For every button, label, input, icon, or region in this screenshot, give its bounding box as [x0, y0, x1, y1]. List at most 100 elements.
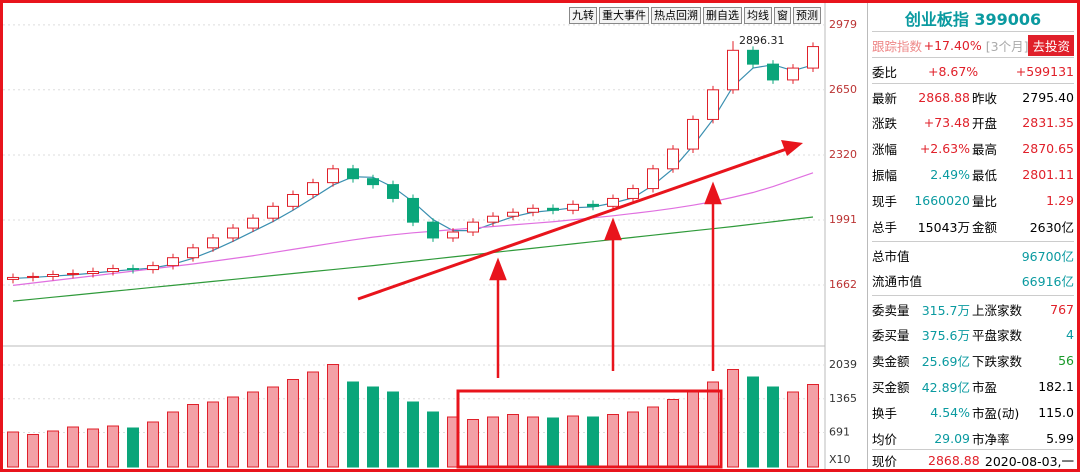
value: 29.09: [934, 430, 970, 446]
candle-body: [67, 272, 79, 275]
value: 1.29: [1046, 192, 1074, 208]
stats-row: 买金额 42.89亿 市盈 182.1: [872, 373, 1074, 399]
toolbar-button[interactable]: 删自选: [703, 7, 742, 24]
value: 182.1: [1038, 378, 1074, 394]
candle-body: [7, 276, 19, 280]
label: 开盘: [972, 115, 998, 131]
volume-bar: [427, 411, 439, 468]
value: +17.40%: [923, 37, 982, 53]
volume-bar: [167, 411, 179, 468]
volume-bar: [147, 421, 159, 468]
volume-bar: [287, 379, 299, 468]
label: 委买量: [872, 327, 910, 343]
candle-body: [347, 168, 359, 180]
candle-body: [747, 49, 759, 65]
volume-bar: [667, 399, 679, 468]
volume-bar: [227, 396, 239, 468]
volume-bar: [47, 430, 59, 468]
volume-bar: [607, 414, 619, 468]
label: 总市值: [872, 248, 910, 264]
toolbar-button[interactable]: 均线: [744, 7, 772, 24]
candle-body: [767, 63, 779, 81]
value: 767: [1050, 301, 1074, 317]
volume-bar: [507, 414, 519, 468]
toolbar-button[interactable]: 热点回溯: [651, 7, 701, 24]
value: 56: [1058, 352, 1074, 368]
volume-bar: [747, 376, 759, 468]
label: 涨幅: [872, 141, 898, 157]
label: 委比: [872, 64, 898, 80]
value: 25.69亿: [921, 353, 970, 369]
volume-bar: [387, 391, 399, 468]
volume-bar: [467, 419, 479, 468]
volume-bar: [267, 386, 279, 468]
label: 振幅: [872, 167, 898, 183]
y-tick-label: 2979: [829, 18, 857, 31]
candle-body: [527, 207, 539, 213]
volume-bar: [727, 369, 739, 468]
invest-button[interactable]: 去投资: [1028, 34, 1074, 56]
label: 昨收: [972, 90, 998, 106]
value: 15043万: [917, 219, 970, 235]
candle-body: [687, 118, 699, 150]
moving-average: [12, 64, 814, 280]
label: 下跌家数: [972, 353, 1023, 369]
label: 最低: [972, 167, 998, 183]
volume-tick-label: 2039: [829, 358, 857, 371]
volume-bar: [107, 425, 119, 468]
label: 现价: [872, 453, 898, 469]
candle-body: [227, 227, 239, 239]
candle-body: [27, 275, 39, 278]
candle-body: [47, 273, 59, 277]
toolbar-button[interactable]: 重大事件: [599, 7, 649, 24]
candle-body: [267, 205, 279, 219]
label: 上涨家数: [972, 302, 1023, 318]
toolbar-button[interactable]: 九转: [569, 7, 597, 24]
value: 2870.65: [1022, 140, 1074, 156]
volume-bar: [567, 415, 579, 468]
quotes-row: 总手 15043万 金额 2630亿: [872, 213, 1074, 239]
stats-row: 卖金额 25.69亿 下跌家数 56: [872, 347, 1074, 373]
volume-bar: [787, 391, 799, 468]
candle-body: [547, 207, 559, 211]
candle-body: [587, 203, 599, 207]
label: 现手: [872, 193, 898, 209]
highlight-box: [456, 389, 723, 469]
quotes-row: 涨幅 +2.63% 最高 2870.65: [872, 135, 1074, 161]
volume-bar: [127, 427, 139, 468]
quotes-row: 振幅 2.49% 最低 2801.11: [872, 161, 1074, 187]
value: 2801.11: [1022, 166, 1074, 182]
volume-bar: [767, 386, 779, 468]
toolbar-button[interactable]: 预测: [793, 7, 821, 24]
date: 2020-08-03,一: [984, 453, 1074, 469]
quotes-row: 最新 2868.88 昨收 2795.40: [872, 83, 1074, 110]
volume-bar: [247, 391, 259, 468]
moving-average: [12, 172, 814, 286]
value: 96700亿: [1021, 248, 1074, 264]
volume-bar: [367, 386, 379, 468]
volume-bar: [687, 391, 699, 468]
label: 量比: [972, 193, 998, 209]
label: 市净率: [972, 431, 1010, 447]
label: 最高: [972, 141, 998, 157]
value: 2868.88: [928, 452, 980, 468]
moving-average: [12, 216, 814, 302]
volume-bar: [407, 401, 419, 468]
quotes-row: 现手 1660020 量比 1.29: [872, 187, 1074, 213]
candle-body: [787, 67, 799, 81]
value: +599131: [1015, 63, 1074, 79]
y-tick-label: 1991: [829, 213, 857, 226]
candle-body: [107, 268, 119, 273]
volume-bar: [347, 381, 359, 468]
value: +8.67%: [928, 63, 979, 79]
label: 卖金额: [872, 353, 910, 369]
volume-bar: [587, 416, 599, 468]
toolbar-button[interactable]: 窗: [774, 7, 791, 24]
value: 2795.40: [1022, 89, 1074, 105]
quote-panel: 创业板指 399006 跟踪指数 +17.40% [3个月] 去投资 委比 +8…: [867, 3, 1077, 469]
volume-tick-label: 691: [829, 425, 850, 438]
label: 平盘家数: [972, 327, 1023, 343]
stats-row: 均价 29.09 市净率 5.99: [872, 425, 1074, 451]
value: 2.49%: [930, 166, 970, 182]
value: 2868.88: [918, 89, 970, 105]
